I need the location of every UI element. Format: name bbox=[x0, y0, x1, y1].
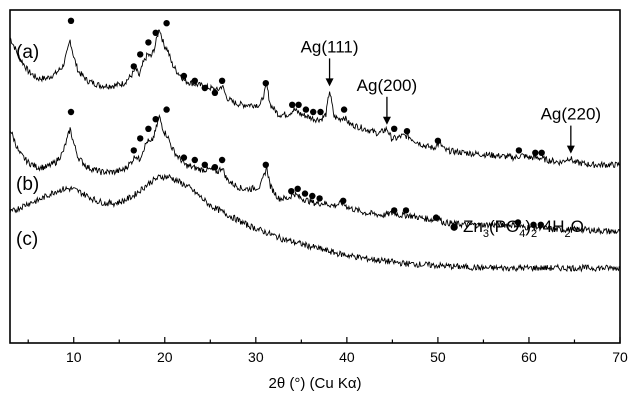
peak-marker-a bbox=[310, 109, 316, 115]
peak-marker-a bbox=[303, 106, 309, 112]
curve-label-a: (a) bbox=[16, 42, 39, 63]
x-ticks-group: 10 20 30 40 50 60 70 bbox=[28, 337, 628, 365]
peak-marker-b bbox=[163, 106, 169, 112]
plot-frame bbox=[10, 10, 620, 343]
peak-marker-b bbox=[137, 135, 143, 141]
peak-marker-a bbox=[532, 150, 538, 156]
peak-marker-a bbox=[341, 106, 347, 112]
annotations-group: Ag(111) Ag(200) Ag(220) bbox=[301, 37, 601, 153]
annotation-arrowhead bbox=[383, 117, 391, 125]
peak-marker-b bbox=[219, 157, 225, 163]
peak-marker-a bbox=[263, 80, 269, 86]
x-tick-label: 40 bbox=[339, 349, 355, 365]
peak-marker-a bbox=[145, 39, 151, 45]
curve-label-b: (b) bbox=[16, 174, 39, 195]
peak-marker-b bbox=[153, 116, 159, 122]
peak-marker-b bbox=[192, 157, 198, 163]
peak-marker-a bbox=[435, 138, 441, 144]
peak-marker-a bbox=[192, 78, 198, 84]
legend-label: Zn3(PO4)2·4H2O bbox=[463, 217, 584, 240]
peak-marker-b bbox=[391, 207, 397, 213]
peak-marker-b bbox=[309, 193, 315, 199]
x-tick-label: 20 bbox=[157, 349, 173, 365]
legend-marker-icon: ● bbox=[449, 217, 459, 236]
peak-marker-a bbox=[289, 102, 295, 108]
peak-marker-b bbox=[340, 198, 346, 204]
peak-marker-b bbox=[403, 207, 409, 213]
peak-marker-a bbox=[404, 128, 410, 134]
x-tick-label: 60 bbox=[521, 349, 537, 365]
peak-marker-a bbox=[539, 150, 545, 156]
curve-label-c: (c) bbox=[16, 229, 38, 250]
peak-marker-b bbox=[145, 126, 151, 132]
peak-marker-a bbox=[212, 90, 218, 96]
peak-marker-a bbox=[295, 102, 301, 108]
peak-marker-a bbox=[202, 85, 208, 91]
peak-marker-a bbox=[68, 18, 74, 24]
peak-marker-b bbox=[212, 164, 218, 170]
peak-marker-a bbox=[163, 20, 169, 26]
peak-marker-b bbox=[302, 190, 308, 196]
legend: ● Zn3(PO4)2·4H2O bbox=[449, 217, 584, 240]
x-tick-label: 50 bbox=[430, 349, 446, 365]
x-axis-title: 2θ (°) (Cu Kα) bbox=[268, 375, 361, 392]
peak-marker-b bbox=[202, 162, 208, 168]
peak-marker-b bbox=[288, 188, 294, 194]
peak-marker-b bbox=[433, 214, 439, 220]
annotation-arrowhead bbox=[326, 78, 334, 86]
peak-marker-a bbox=[137, 51, 143, 57]
peak-marker-a bbox=[131, 63, 137, 69]
annotation-label: Ag(111) bbox=[301, 37, 359, 56]
annotation-arrowhead bbox=[567, 146, 575, 154]
x-tick-label: 10 bbox=[66, 349, 82, 365]
peak-marker-a bbox=[219, 78, 225, 84]
peak-marker-b bbox=[316, 195, 322, 201]
x-tick-label: 30 bbox=[248, 349, 264, 365]
peak-marker-a bbox=[391, 126, 397, 132]
peak-marker-b bbox=[295, 186, 301, 192]
peak-marker-b bbox=[68, 109, 74, 115]
peak-marker-b bbox=[263, 162, 269, 168]
peak-marker-b bbox=[131, 147, 137, 153]
peak-marker-b bbox=[181, 154, 187, 160]
peak-marker-a bbox=[317, 109, 323, 115]
peak-marker-a bbox=[516, 147, 522, 153]
annotation-label: Ag(220) bbox=[541, 105, 601, 124]
peak-marker-a bbox=[153, 30, 159, 36]
peak-marker-a bbox=[181, 73, 187, 79]
x-tick-label: 70 bbox=[612, 349, 628, 365]
annotation-label: Ag(200) bbox=[357, 76, 417, 95]
